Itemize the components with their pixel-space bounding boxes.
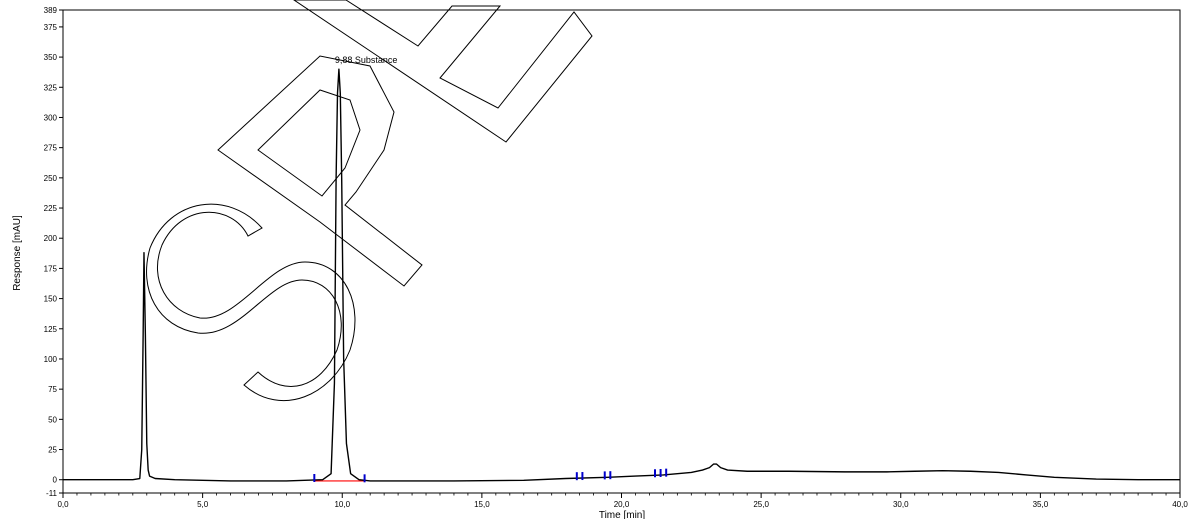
y-tick-label: -11 bbox=[46, 489, 58, 498]
x-axis-title: Time [min] bbox=[599, 510, 646, 519]
y-tick-label: 25 bbox=[48, 446, 57, 455]
y-tick-label: 0 bbox=[53, 476, 58, 485]
y-tick-label: 300 bbox=[44, 113, 58, 122]
y-tick-label: 325 bbox=[44, 83, 58, 92]
y-tick-label: 375 bbox=[44, 23, 58, 32]
series-layer bbox=[63, 68, 1180, 482]
axes: -11 0 25 50 75 100 125 150 175 200 225 250 275 300 325… bbox=[44, 6, 1189, 509]
spl-watermark bbox=[146, 0, 593, 402]
marker-layer bbox=[313, 468, 668, 483]
y-tick-label: 389 bbox=[44, 6, 58, 15]
x-tick-label: 10,0 bbox=[334, 500, 350, 509]
y-tick-label: 200 bbox=[44, 234, 58, 243]
y-tick-label: 275 bbox=[44, 144, 58, 153]
y-tick-label: 175 bbox=[44, 264, 58, 273]
x-tick-label: 40,0 bbox=[1172, 500, 1188, 509]
x-tick-label: 20,0 bbox=[614, 500, 630, 509]
y-tick-label: 125 bbox=[44, 325, 58, 334]
peak-label: 9,88 Substance bbox=[335, 55, 398, 65]
y-tick-label: 50 bbox=[48, 415, 57, 424]
watermark-letter-s bbox=[146, 203, 356, 402]
x-tick-label: 30,0 bbox=[893, 500, 909, 509]
chromatogram-trace bbox=[63, 68, 1180, 482]
x-tick-label: 25,0 bbox=[753, 500, 769, 509]
x-tick-label: 35,0 bbox=[1033, 500, 1049, 509]
x-tick-label: 0,0 bbox=[57, 500, 69, 509]
plot-frame bbox=[62, 9, 1181, 494]
y-tick-label: 350 bbox=[44, 53, 58, 62]
x-tick-label: 15,0 bbox=[474, 500, 490, 509]
watermark-letter-p-inner bbox=[257, 89, 361, 197]
label-layer: 9,88 Substance bbox=[335, 55, 398, 65]
y-tick-label: 100 bbox=[44, 355, 58, 364]
watermark-letter-p-outer bbox=[217, 55, 423, 287]
watermark-letter-l bbox=[293, 0, 593, 143]
x-tick-label: 5,0 bbox=[197, 500, 209, 509]
y-tick-label: 225 bbox=[44, 204, 58, 213]
y-axis-title: Response [mAU] bbox=[12, 215, 23, 291]
y-tick-label: 75 bbox=[48, 385, 57, 394]
y-tick-label: 150 bbox=[44, 295, 58, 304]
y-tick-label: 250 bbox=[44, 174, 58, 183]
